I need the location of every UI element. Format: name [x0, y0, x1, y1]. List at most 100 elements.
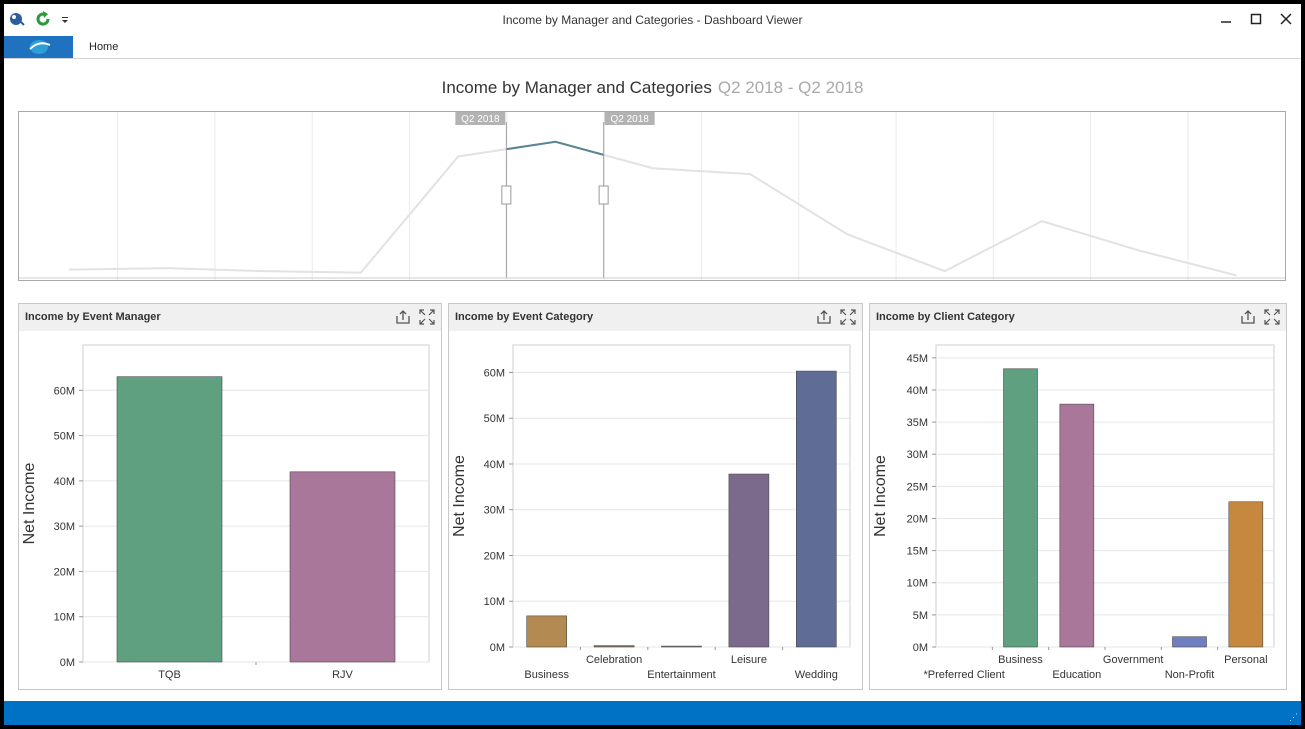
y-tick-label: 10M [907, 578, 928, 590]
x-category-label: Education [1052, 669, 1101, 681]
bar-entertainment [661, 645, 702, 648]
card-toolbar [816, 309, 856, 325]
card-title: Income by Event Manager [25, 311, 161, 323]
y-tick-label: 45M [907, 353, 928, 365]
range-end-handle[interactable] [598, 185, 609, 205]
bar-personal [1228, 501, 1264, 648]
card-toolbar [1240, 309, 1280, 325]
card-title: Income by Client Category [876, 311, 1015, 323]
app-logo-icon[interactable] [8, 10, 26, 33]
maximize-card-icon[interactable] [1264, 309, 1280, 325]
bar-rjv [289, 471, 396, 663]
y-tick-label: 0M [490, 642, 505, 654]
close-button[interactable] [1271, 4, 1301, 34]
title-bar: Income by Manager and Categories - Dashb… [4, 4, 1301, 36]
dashboard-title-text: Income by Manager and Categories [441, 78, 712, 97]
x-category-label: Celebration [586, 654, 642, 666]
x-category-label: Non-Profit [1165, 669, 1215, 681]
plot-area [512, 344, 851, 648]
y-axis-title: Net Income [21, 462, 38, 544]
x-category-label: Business [524, 669, 569, 681]
maximize-card-icon[interactable] [419, 309, 435, 325]
y-tick-label: 30M [484, 505, 505, 517]
y-tick-label: 40M [907, 385, 928, 397]
bar-wedding [795, 370, 837, 648]
export-icon[interactable] [1240, 309, 1256, 325]
y-tick-label: 5M [913, 610, 928, 622]
y-tick-label: 30M [907, 449, 928, 461]
x-category-label: Business [998, 654, 1043, 666]
y-tick-label: 20M [54, 566, 75, 578]
range-start-label-bg [455, 112, 506, 125]
dashboard-title: Income by Manager and Categories Q2 2018 … [4, 78, 1301, 98]
y-tick-label: 50M [54, 431, 75, 443]
range-selected-line [506, 140, 604, 156]
y-tick-label: 60M [484, 367, 505, 379]
window-title: Income by Manager and Categories - Dashb… [502, 13, 803, 27]
card-header: Income by Client Category [870, 304, 1286, 331]
card-title: Income by Event Category [455, 311, 594, 323]
bar-education [1059, 403, 1095, 648]
status-bar: ⋰ [4, 701, 1301, 725]
x-category-label: *Preferred Client [924, 669, 1005, 681]
range-end-label-bg [604, 112, 655, 125]
y-tick-label: 20M [484, 550, 505, 562]
range-start-label: Q2 2018 [461, 114, 500, 125]
export-icon[interactable] [395, 309, 411, 325]
file-menu-button[interactable] [4, 36, 73, 58]
minimize-button[interactable] [1211, 4, 1241, 34]
bar-celebration [593, 645, 635, 648]
range-series-line [68, 140, 1237, 277]
y-tick-label: 10M [484, 596, 505, 608]
maximize-button[interactable] [1241, 4, 1271, 34]
resize-grip-icon[interactable]: ⋰ [1289, 712, 1298, 722]
income-by-event-manager-card: Income by Event Manager 0M 10M 20M 30M 40M 50… [18, 303, 442, 690]
maximize-card-icon[interactable] [840, 309, 856, 325]
y-tick-label: 35M [907, 417, 928, 429]
window-controls [1211, 4, 1301, 34]
x-category-label: Personal [1224, 654, 1267, 666]
y-tick-label: 30M [54, 521, 75, 533]
card-header: Income by Event Category [449, 304, 862, 331]
dashboard-range-label: Q2 2018 - Q2 2018 [717, 78, 864, 97]
bar-tqb [116, 376, 223, 663]
income-by-client-category-card: Income by Client Category 0M 5M 10M 15M 20M 2… [869, 303, 1287, 690]
y-tick-label: 40M [484, 459, 505, 471]
bar-business [1003, 368, 1038, 648]
customize-toolbar-icon[interactable] [60, 13, 70, 31]
y-axis-title: Net Income [872, 455, 889, 537]
y-tick-label: 0M [60, 657, 75, 669]
event-category-bar-chart: 0M 10M 20M 30M 40M 50M 60M Net Income Business Ce… [451, 344, 851, 681]
tab-home[interactable]: Home [89, 41, 119, 53]
x-category-label: Entertainment [647, 669, 715, 681]
x-category-label: TQB [158, 669, 181, 681]
y-tick-label: 10M [54, 612, 75, 624]
x-category-label: Government [1103, 654, 1164, 666]
bar-non-profit [1172, 636, 1207, 648]
y-tick-label: 60M [54, 385, 75, 397]
client-category-bar-chart: 0M 5M 10M 15M 20M 25M 30M 35M 40M 45M Net Income *P… [872, 344, 1275, 681]
y-tick-label: 0M [913, 642, 928, 654]
y-tick-label: 40M [54, 476, 75, 488]
card-header: Income by Event Manager [19, 304, 441, 331]
range-start-handle[interactable] [501, 185, 512, 205]
quick-access-toolbar [8, 10, 70, 33]
export-icon[interactable] [816, 309, 832, 325]
range-end-label: Q2 2018 [610, 114, 649, 125]
card-toolbar [395, 309, 435, 325]
app-swoosh-icon [29, 40, 51, 54]
y-tick-label: 25M [907, 481, 928, 493]
x-category-label: RJV [332, 669, 353, 681]
y-tick-label: 20M [907, 513, 928, 525]
bar-business [526, 615, 567, 648]
y-tick-label: 50M [484, 413, 505, 425]
income-by-event-category-card: Income by Event Category 0M 10M 20M 30M 40M 5… [448, 303, 863, 690]
bar-leisure [728, 473, 770, 648]
refresh-icon[interactable] [34, 10, 52, 33]
x-category-label: Wedding [795, 669, 838, 681]
close-icon [1280, 13, 1292, 25]
event-manager-bar-chart: 0M 10M 20M 30M 40M 50M 60M Net Income TQB RJV [21, 344, 430, 681]
y-tick-label: 15M [907, 546, 928, 558]
